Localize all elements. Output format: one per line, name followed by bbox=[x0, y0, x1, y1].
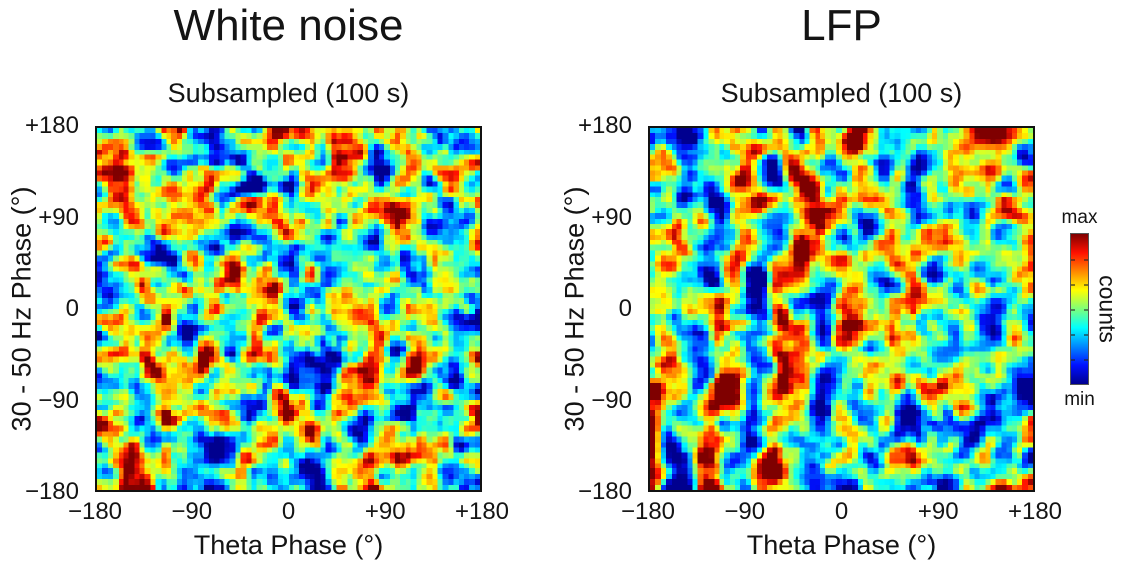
colorbar-tick bbox=[1084, 259, 1088, 261]
x-tick-label: −180 bbox=[67, 498, 123, 525]
x-tick-label: −90 bbox=[171, 498, 213, 525]
x-tick-label: 0 bbox=[834, 498, 849, 525]
colorbar-tick bbox=[1084, 284, 1088, 286]
colorbar-max-label: max bbox=[1061, 207, 1098, 228]
x-tick-label: +90 bbox=[917, 498, 959, 525]
heatmap-plot-lfp bbox=[648, 126, 1035, 492]
heatmap-plot-white-noise bbox=[95, 126, 482, 492]
y-tick-label: −180 bbox=[577, 478, 632, 505]
panel-title-lfp: LFP bbox=[801, 1, 882, 50]
x-tick-label: +90 bbox=[364, 498, 406, 525]
x-axis-ticks-lfp: −180 −90 0 +90 +180 bbox=[621, 498, 1062, 526]
y-axis-label-white-noise: 30 - 50 Hz Phase (°) bbox=[6, 186, 37, 432]
x-axis-label-lfp: Theta Phase (°) bbox=[746, 530, 937, 560]
colorbar-tick bbox=[1071, 334, 1075, 336]
colorbar-tick bbox=[1071, 259, 1075, 261]
x-tick-label: 0 bbox=[281, 498, 296, 525]
panel-subtitle-white-noise: Subsampled (100 s) bbox=[167, 78, 410, 108]
x-tick-label: −180 bbox=[620, 498, 676, 525]
colorbar-units-label: counts bbox=[1094, 275, 1121, 343]
x-tick-label: −90 bbox=[724, 498, 766, 525]
y-tick-label: −90 bbox=[591, 386, 632, 414]
x-axis-ticks-white-noise: −180 −90 0 +90 +180 bbox=[68, 498, 509, 526]
white-noise-heatmap-canvas bbox=[97, 128, 480, 490]
y-tick-label: 0 bbox=[65, 295, 79, 322]
y-tick-label: +90 bbox=[38, 203, 79, 231]
colorbar-tick bbox=[1071, 359, 1075, 361]
panel-title-white-noise: White noise bbox=[173, 1, 404, 50]
panel-white-noise: White noise Subsampled (100 s) +180 +90 0−… bbox=[7, 2, 510, 561]
colorbar: max min counts bbox=[1062, 207, 1121, 410]
panel-lfp: LFP Subsampled (100 s) +180 +90 0 −90 −180 −… bbox=[560, 2, 1063, 561]
colorbar-tick bbox=[1071, 284, 1075, 286]
y-tick-label: +90 bbox=[591, 203, 632, 231]
x-tick-label: +180 bbox=[454, 498, 510, 525]
lfp-heatmap-canvas bbox=[650, 128, 1033, 490]
x-tick-label: +180 bbox=[1007, 498, 1063, 525]
y-axis-label-lfp: 30 - 50 Hz Phase (°) bbox=[559, 186, 590, 432]
colorbar-min-label: min bbox=[1064, 389, 1095, 410]
colorbar-tick bbox=[1084, 334, 1088, 336]
y-tick-label: −180 bbox=[24, 478, 79, 505]
y-tick-label: +180 bbox=[24, 112, 79, 139]
colorbar-gradient bbox=[1070, 233, 1089, 385]
panel-subtitle-lfp: Subsampled (100 s) bbox=[720, 78, 963, 108]
colorbar-tick bbox=[1084, 309, 1088, 311]
y-axis-ticks-white-noise: +180 +90 0 −90 −180 bbox=[13, 112, 87, 505]
y-tick-label: −90 bbox=[38, 386, 79, 414]
colorbar-tick bbox=[1084, 359, 1088, 361]
y-tick-label: 0 bbox=[618, 295, 632, 322]
y-tick-label: +180 bbox=[577, 112, 632, 139]
y-axis-ticks-lfp: +180 +90 0 −90 −180 bbox=[566, 112, 640, 505]
x-axis-label-white-noise: Theta Phase (°) bbox=[193, 530, 384, 560]
colorbar-tick bbox=[1071, 309, 1075, 311]
